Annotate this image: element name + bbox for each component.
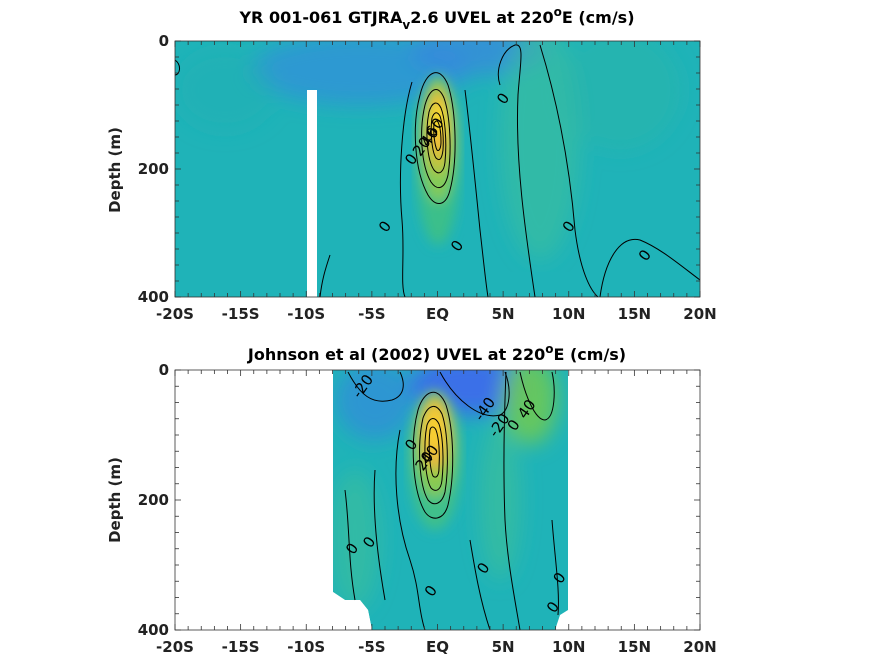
x-tick-label: EQ (426, 638, 449, 656)
bottom-field (175, 370, 700, 630)
y-tick-label: 0 (159, 32, 169, 50)
top-y-tick-labels: 0 200 400 (138, 32, 169, 306)
top-mask (307, 90, 317, 297)
x-tick-label: 10N (552, 638, 585, 656)
top-ticks (174, 40, 701, 298)
x-tick-label: -5S (358, 638, 385, 656)
top-ylabel: Depth (m) (106, 127, 124, 213)
bottom-ylabel: Depth (m) (106, 457, 124, 543)
x-tick-label: 5N (492, 305, 515, 323)
bottom-ticks (174, 369, 701, 631)
y-tick-label: 200 (138, 491, 169, 509)
x-tick-label: -5S (358, 305, 385, 323)
bottom-y-tick-labels: 0 200 400 (138, 361, 169, 639)
x-tick-label: 20N (683, 638, 716, 656)
top-x-tick-labels: -20S -15S -10S -5S EQ 5N 10N 15N 20N (156, 305, 717, 323)
top-field (175, 41, 700, 297)
y-tick-label: 400 (138, 621, 169, 639)
bottom-title: Johnson et al (2002) UVEL at 220oE (cm/s… (247, 342, 626, 364)
bottom-x-tick-labels: -20S -15S -10S -5S EQ 5N 10N 15N 20N (156, 638, 717, 656)
x-tick-label: -15S (222, 638, 260, 656)
panel-bottom: Johnson et al (2002) UVEL at 220oE (cm/s… (106, 342, 717, 656)
x-tick-label: 20N (683, 305, 716, 323)
x-tick-label: -20S (156, 305, 194, 323)
y-tick-label: 400 (138, 288, 169, 306)
x-tick-label: -10S (287, 638, 325, 656)
x-tick-label: -10S (287, 305, 325, 323)
x-tick-label: 15N (618, 305, 651, 323)
top-title: YR 001-061 GTJRAv2.6 UVEL at 220oE (cm/s… (238, 5, 634, 32)
panel-top: YR 001-061 GTJRAv2.6 UVEL at 220oE (cm/s… (106, 5, 717, 323)
x-tick-label: 5N (492, 638, 515, 656)
x-tick-label: EQ (426, 305, 449, 323)
x-tick-label: 15N (618, 638, 651, 656)
bottom-contours (344, 371, 559, 630)
y-tick-label: 200 (138, 160, 169, 178)
x-tick-label: 10N (552, 305, 585, 323)
x-tick-label: -15S (222, 305, 260, 323)
x-tick-label: -20S (156, 638, 194, 656)
top-contours (175, 44, 700, 297)
y-tick-label: 0 (159, 361, 169, 379)
